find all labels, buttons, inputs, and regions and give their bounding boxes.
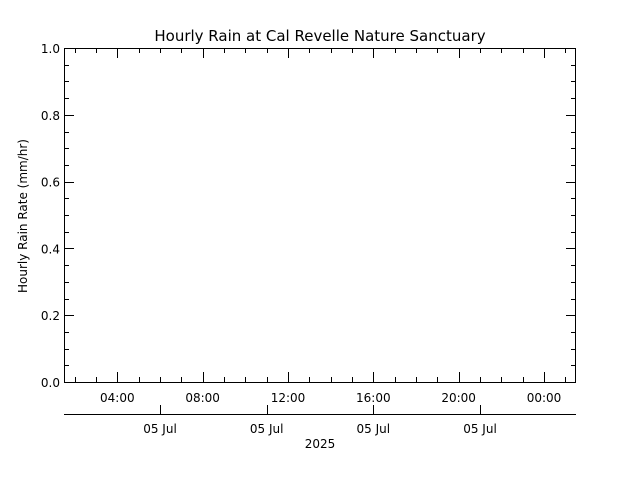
- y-axis-ticks: 0.0 0.2 0.4 0.6 0.8 1.0: [41, 42, 576, 390]
- y-tick-label: 1.0: [41, 42, 60, 56]
- y-tick-label: 0.4: [41, 242, 60, 256]
- x-axis-ticks: 04:00 08:00 12:00 16:00 20:00 00:00: [75, 48, 566, 405]
- date-tick-label: 05 Jul: [357, 422, 391, 436]
- x-tick-label: 12:00: [271, 391, 306, 405]
- plot-frame: [64, 48, 576, 383]
- y-axis-label: Hourly Rain Rate (mm/hr): [16, 139, 30, 293]
- x-tick-label: 04:00: [100, 391, 135, 405]
- x-tick-label: 20:00: [441, 391, 476, 405]
- y-tick-label: 0.0: [41, 376, 60, 390]
- date-tick-label: 05 Jul: [463, 422, 497, 436]
- y-tick-label: 0.2: [41, 309, 60, 323]
- date-tick-label: 05 Jul: [143, 422, 177, 436]
- x-tick-label: 08:00: [185, 391, 220, 405]
- x-tick-label: 00:00: [527, 391, 562, 405]
- date-tick-label: 05 Jul: [250, 422, 284, 436]
- y-tick-label: 0.8: [41, 109, 60, 123]
- date-axis-ticks: 05 Jul 05 Jul 05 Jul 05 Jul: [143, 405, 497, 436]
- x-axis-label: 2025: [305, 437, 336, 451]
- chart-title: Hourly Rain at Cal Revelle Nature Sanctu…: [154, 27, 485, 45]
- y-tick-label: 0.6: [41, 176, 60, 190]
- x-tick-label: 16:00: [356, 391, 391, 405]
